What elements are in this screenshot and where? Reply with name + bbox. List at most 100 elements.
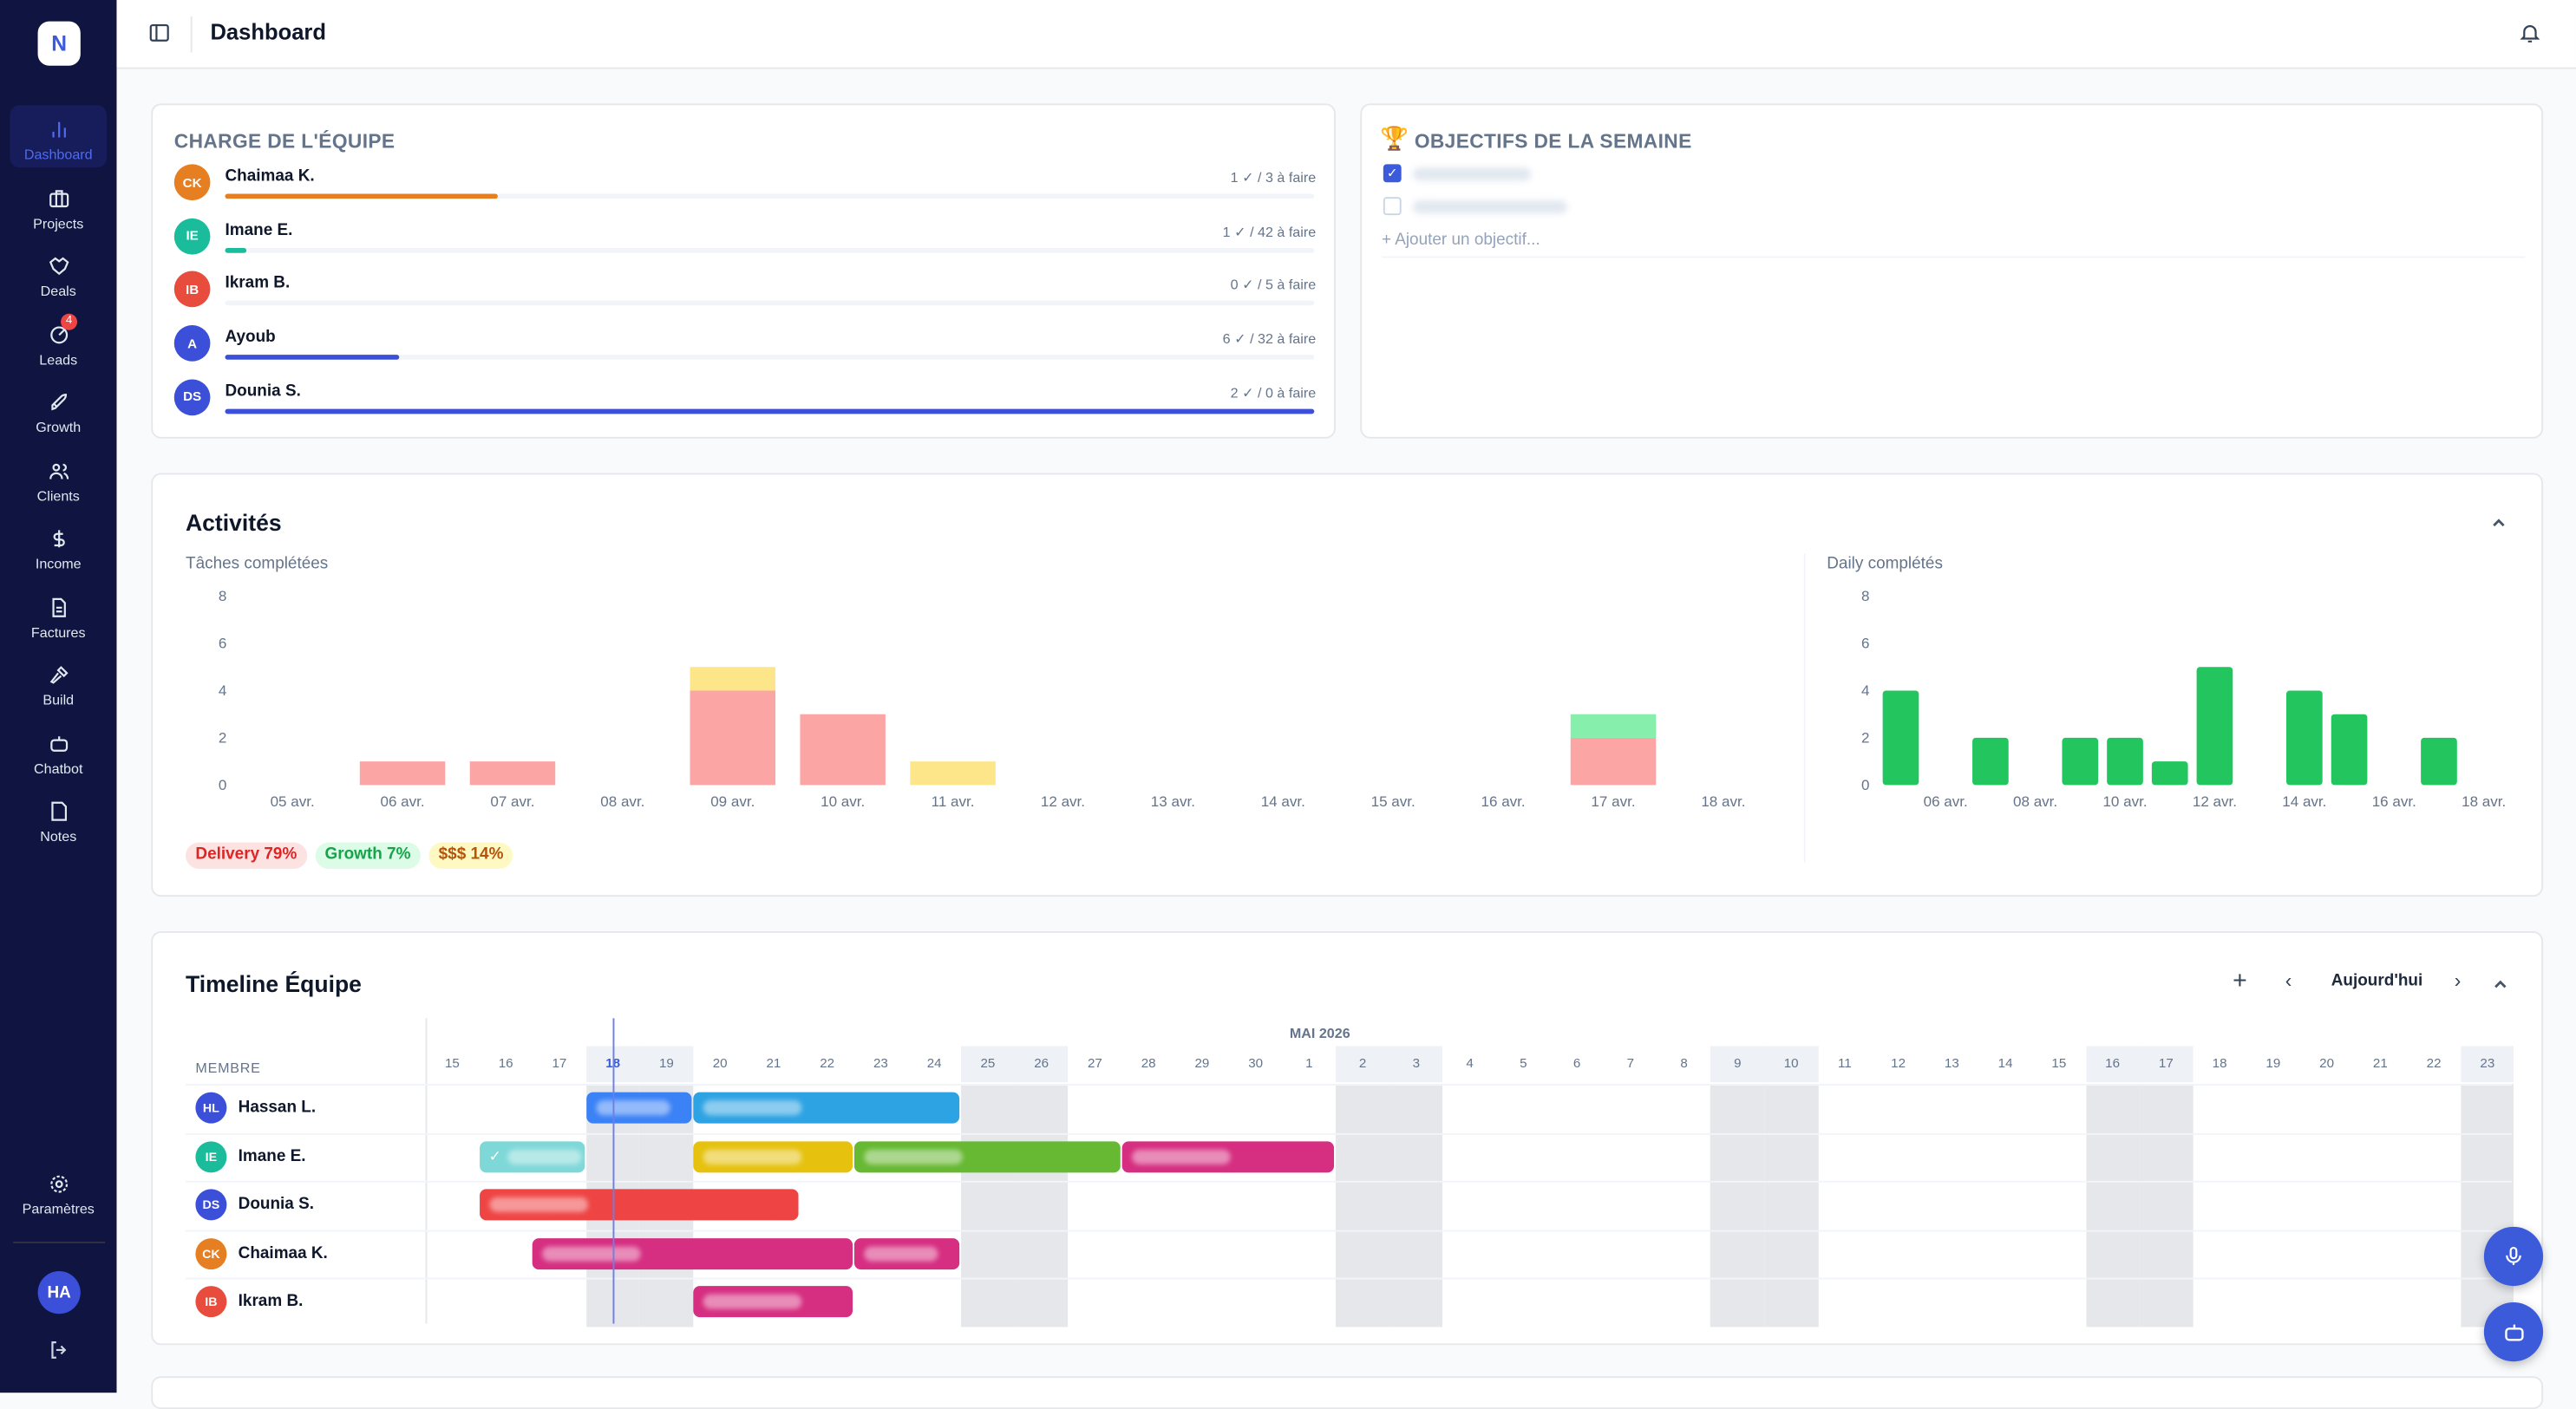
rocket-icon [50, 394, 67, 411]
sidebar-item-factures[interactable]: Factures [10, 582, 107, 644]
sidebar-item-label: Dashboard [23, 146, 93, 163]
timeline-task-bar[interactable] [533, 1237, 853, 1269]
member-stats: 2 ✓ / 0 à faire [1230, 383, 1317, 401]
day-header: 23 [873, 1055, 888, 1071]
sidebar-item-build[interactable]: Build [10, 650, 107, 713]
sidebar-item-label: Build [42, 691, 75, 708]
today-button[interactable]: Aujourd'hui [2331, 972, 2423, 991]
section-title: CHARGE DE L'ÉQUIPE [173, 129, 396, 153]
timeline-task-bar[interactable] [479, 1189, 799, 1221]
weekend-column [1014, 1084, 1069, 1327]
sidebar-item-projects[interactable]: Projects [10, 173, 107, 236]
user-avatar[interactable]: HA [37, 1271, 81, 1314]
bell-icon[interactable] [2519, 22, 2542, 45]
x-tick-label: 18 avr. [2462, 793, 2506, 810]
member-name: Dounia S. [225, 382, 301, 401]
microphone-icon [2506, 1246, 2521, 1265]
timeline-task-bar[interactable]: ✓ [479, 1140, 585, 1172]
member-name: Ikram B. [225, 275, 291, 293]
sidebar-item-income[interactable]: Income [10, 514, 107, 577]
bar-daily-0 [1882, 690, 1919, 786]
next-button[interactable]: › [2454, 969, 2462, 993]
progress-fill [225, 408, 1315, 414]
objective-text-redacted [1412, 167, 1532, 181]
sidebar-item-dashboard[interactable]: Dashboard [10, 105, 108, 168]
day-header: 9 [1710, 1046, 1765, 1083]
sidebar-item-label: Paramètres [22, 1200, 95, 1217]
weekend-column [1764, 1084, 1818, 1327]
tasks-completed-chart: 0 2 4 6 8 05 avr. 06 avr. 07 avr. 08 avr. 09 avr.… [219, 588, 1746, 810]
app-logo[interactable]: N [37, 21, 81, 66]
chart-title: Daily complétés [1827, 555, 1943, 574]
weekend-column [2085, 1084, 2140, 1327]
sidebar-item-deals[interactable]: Deals [10, 241, 107, 303]
sidebar-item-clients[interactable]: Clients [10, 446, 107, 508]
day-header: 12 [1891, 1055, 1906, 1071]
timeline-task-bar[interactable] [853, 1140, 1121, 1172]
sidebar-toggle-icon[interactable] [147, 22, 171, 45]
page-title: Dashboard [210, 19, 327, 45]
logout-icon[interactable] [48, 1339, 71, 1362]
objective-checkbox[interactable] [1383, 197, 1402, 216]
sidebar-item-chatbot[interactable]: Chatbot [10, 719, 107, 781]
chart-legend: Delivery 79% Growth 7% $$$ 14% [186, 838, 521, 869]
timeline-task-bar[interactable] [853, 1237, 960, 1269]
member-name: Imane E. [225, 221, 293, 239]
sidebar-item-growth[interactable]: Growth [10, 378, 107, 440]
add-objective-input[interactable]: + Ajouter un objectif... [1381, 232, 1540, 250]
timeline-task-bar[interactable] [585, 1092, 692, 1124]
timeline-task-bar[interactable] [693, 1286, 853, 1318]
prev-button[interactable]: ‹ [2285, 969, 2292, 993]
x-tick-label: 09 avr. [710, 793, 755, 810]
team-member-row: IE Imane E. 1 ✓ / 42 à faire [153, 216, 1337, 269]
sidebar-item-notes[interactable]: Notes [10, 786, 107, 849]
timeline-task-bar[interactable] [693, 1092, 960, 1124]
bar-delivery-12 [1570, 737, 1657, 786]
timeline-task-bar[interactable] [693, 1140, 853, 1172]
member-name: Ikram B. [238, 1292, 304, 1311]
avatar: HL [195, 1092, 227, 1124]
objective-checkbox[interactable]: ✓ [1383, 164, 1402, 183]
weekend-column [1389, 1084, 1443, 1327]
day-header: 6 [1572, 1055, 1581, 1071]
day-header: 10 [1764, 1046, 1818, 1083]
bar-delivery-1 [359, 761, 446, 786]
voice-button[interactable] [2483, 1226, 2544, 1287]
chevron-up-icon[interactable] [2490, 514, 2507, 531]
timeline-task-bar[interactable] [1121, 1140, 1335, 1172]
header: Dashboard [116, 0, 2576, 69]
daily-completed-chart: 0 2 4 6 8 06 avr. 08 avr. 10 avr. 12 avr. 14 avr.… [1861, 588, 2506, 810]
progress-bar [225, 408, 1315, 414]
day-header: 3 [1389, 1046, 1443, 1083]
chatbot-button[interactable] [2483, 1302, 2544, 1362]
legend-pill: Growth 7% [315, 841, 421, 869]
task-label-redacted [507, 1148, 583, 1164]
bar-daily-2 [1972, 737, 2009, 786]
month-label: MAI 2026 [1289, 1024, 1350, 1041]
sidebar-item-leads[interactable]: Leads 4 [10, 310, 107, 372]
briefcase-icon [49, 189, 69, 207]
weekend-column [2139, 1084, 2194, 1327]
sidebar-item-label: Income [35, 555, 82, 572]
check-icon: ✓ [488, 1147, 501, 1164]
avatar: IB [173, 271, 211, 308]
x-tick-label: 16 avr. [1481, 793, 1526, 810]
chevron-up-icon[interactable] [2492, 975, 2508, 992]
avatar: CK [173, 164, 211, 201]
sidebar-item-label: Deals [40, 282, 76, 299]
avatar: DS [195, 1189, 227, 1221]
member-name: Dounia S. [238, 1195, 315, 1214]
member-name: Chaimaa K. [238, 1243, 328, 1262]
bar-daily-9 [2286, 690, 2323, 786]
day-header: 16 [498, 1055, 513, 1071]
task-label-redacted [863, 1245, 938, 1261]
task-label-redacted [863, 1148, 963, 1164]
bot-icon [2504, 1323, 2523, 1341]
sidebar-item-settings[interactable]: Paramètres [10, 1170, 107, 1223]
bar-daily-6 [2151, 761, 2188, 786]
y-tick-label: 0 [1861, 777, 1869, 793]
avatar: IE [195, 1140, 227, 1172]
task-label-redacted [703, 1100, 802, 1116]
add-button[interactable]: + [2233, 967, 2247, 995]
day-header: 15 [445, 1055, 460, 1071]
